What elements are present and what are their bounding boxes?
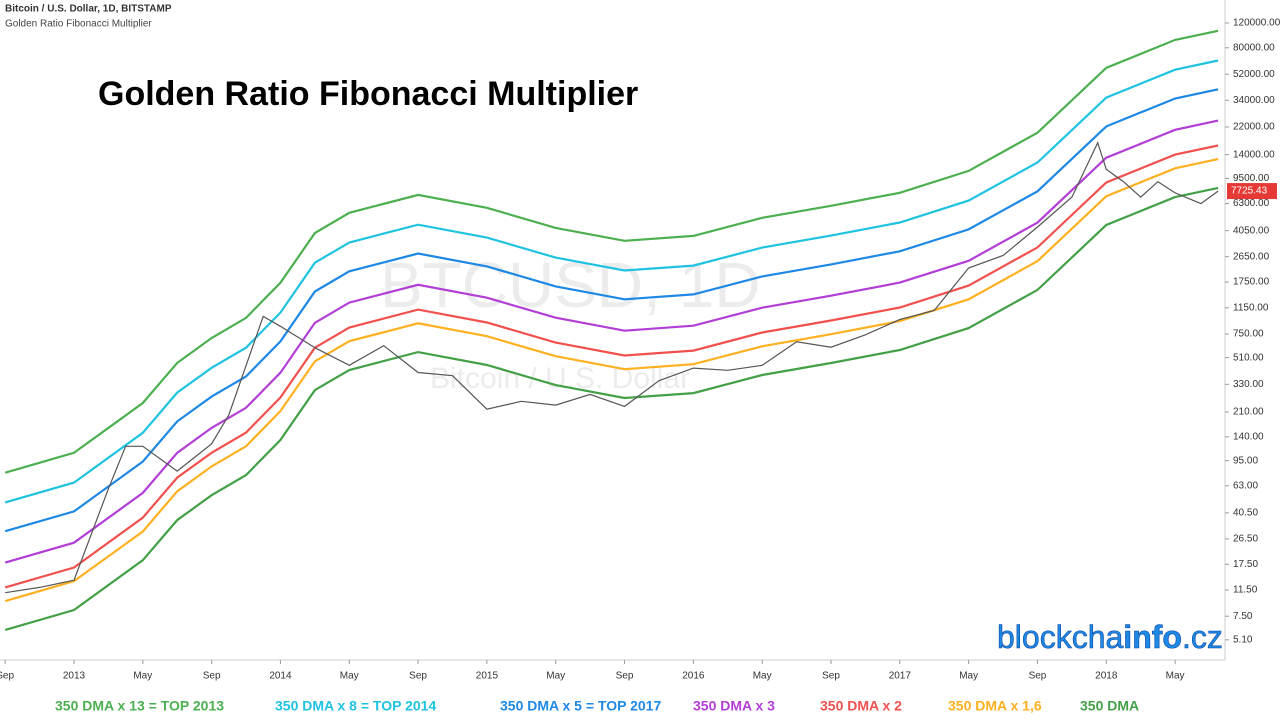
y-tick-label: 34000.00 (1233, 95, 1275, 106)
legend-entry: 350 DMA x 13 = TOP 2013 (55, 698, 224, 714)
chart-title: Golden Ratio Fibonacci Multiplier (98, 75, 638, 113)
band-line (4, 186, 1219, 631)
price-label-box (1227, 183, 1277, 200)
y-tick-label: 26.50 (1233, 533, 1258, 544)
y-tick-label: 17.50 (1233, 559, 1258, 570)
y-tick-label: 750.00 (1233, 329, 1264, 340)
plot-area (4, 29, 1219, 631)
y-tick-label: 1750.00 (1233, 277, 1270, 288)
x-tick-label: Sep (0, 671, 14, 682)
y-tick-label: 63.00 (1233, 480, 1258, 491)
band-line (4, 88, 1219, 533)
x-tick-label: 2016 (682, 671, 705, 682)
y-tick-label: 11.50 (1233, 585, 1258, 596)
header: Bitcoin / U.S. Dollar, 1D, BITSTAMP (5, 4, 172, 15)
legend-entry: 350 DMA (1080, 698, 1139, 714)
legend-entry: 350 DMA x 5 = TOP 2017 (500, 698, 661, 714)
y-tick-label: 4050.00 (1233, 225, 1270, 236)
y-tick-label: 210.00 (1233, 407, 1264, 418)
y-tick-label: 6300.00 (1233, 198, 1270, 209)
y-tick-label: 14000.00 (1233, 149, 1275, 160)
y-tick-label: 510.00 (1233, 352, 1264, 363)
x-tick-label: Sep (409, 671, 427, 682)
y-tick-label: 2650.00 (1233, 251, 1270, 262)
y-tick-label: 22000.00 (1233, 122, 1275, 133)
legend-entry: 350 DMA x 8 = TOP 2014 (275, 698, 436, 714)
band-line (4, 144, 1219, 589)
band-line (4, 59, 1219, 504)
band-line (4, 158, 1219, 603)
logo-part: .cz (1182, 619, 1223, 655)
price-label: 7725.43 (1231, 186, 1268, 197)
legend-entry: 350 DMA x 3 (693, 698, 775, 714)
band-line (4, 119, 1219, 564)
y-tick-label: 5.10 (1233, 634, 1253, 645)
x-tick-label: May (753, 671, 772, 682)
y-tick-label: 7.50 (1233, 611, 1253, 622)
x-tick-label: May (546, 671, 565, 682)
x-tick-label: May (340, 671, 359, 682)
y-tick-label: 52000.00 (1233, 69, 1275, 80)
y-tick-label: 40.50 (1233, 507, 1258, 518)
x-tick-label: 2014 (269, 671, 292, 682)
x-tick-label: May (133, 671, 152, 682)
y-tick-label: 140.00 (1233, 431, 1264, 442)
indicator-name: Golden Ratio Fibonacci Multiplier (5, 19, 152, 30)
y-tick-label: 9500.00 (1233, 173, 1270, 184)
x-tick-label: May (1166, 671, 1185, 682)
band-line (4, 29, 1219, 474)
y-tick-label: 1150.00 (1233, 302, 1269, 313)
x-tick-label: May (959, 671, 978, 682)
x-tick-label: Sep (616, 671, 634, 682)
y-tick-label: 95.00 (1233, 455, 1258, 466)
legend-entry: 350 DMA x 2 (820, 698, 902, 714)
x-tick-label: Sep (203, 671, 221, 682)
y-tick-label: 120000.00 (1233, 18, 1280, 29)
x-tick-label: Sep (1029, 671, 1047, 682)
x-tick-label: 2015 (476, 671, 499, 682)
price-line (5, 141, 1219, 594)
logo-part: info (1123, 619, 1182, 655)
legend-entry: 350 DMA x 1,6 (948, 698, 1042, 714)
y-tick-label: 330.00 (1233, 379, 1264, 390)
logo: blockchainfo.cz (997, 619, 1223, 655)
y-tick-label: 80000.00 (1233, 42, 1275, 53)
x-tick-label: Sep (822, 671, 840, 682)
x-tick-label: 2018 (1095, 671, 1118, 682)
logo-part: blockcha (997, 619, 1124, 655)
x-tick-label: 2013 (63, 671, 86, 682)
x-tick-label: 2017 (889, 671, 912, 682)
